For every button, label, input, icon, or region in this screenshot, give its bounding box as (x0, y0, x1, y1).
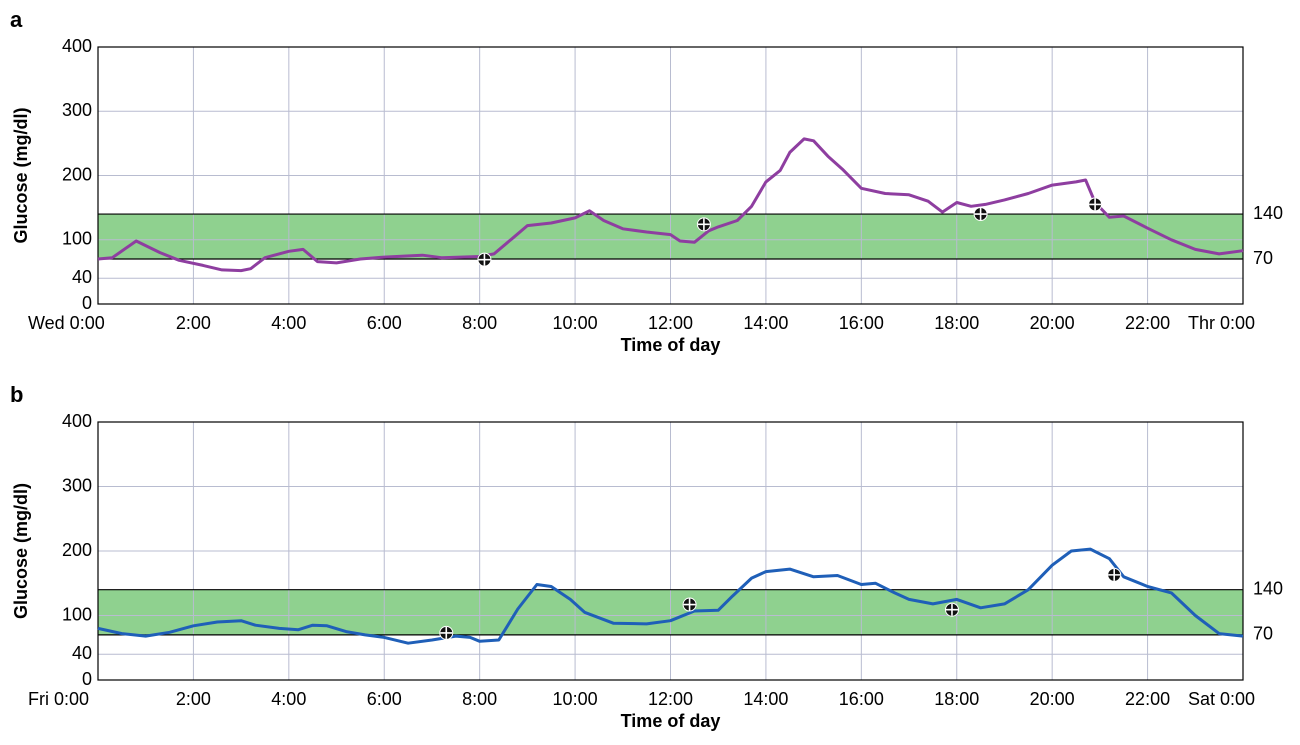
band-label: 70 (1253, 248, 1273, 268)
event-marker (1107, 567, 1122, 582)
x-tick-label: Thr 0:00 (1188, 313, 1255, 333)
marker-cross (974, 208, 987, 221)
marker-cross (945, 603, 958, 616)
x-tick-label: 10:00 (553, 689, 598, 709)
x-tick-label: 8:00 (462, 313, 497, 333)
x-tick-label: 18:00 (934, 313, 979, 333)
marker-cross (478, 253, 491, 266)
x-tick-label: 12:00 (648, 689, 693, 709)
y-tick-label: 100 (62, 229, 92, 249)
band-label: 70 (1253, 624, 1273, 644)
marker-cross (1089, 198, 1102, 211)
plot-frame (97, 46, 1244, 305)
x-tick-label: 10:00 (553, 313, 598, 333)
event-marker (944, 602, 959, 617)
panel-label: a (10, 7, 23, 32)
event-marker (682, 597, 697, 612)
y-tick-label: 300 (62, 100, 92, 120)
marker-cross (683, 598, 696, 611)
event-marker (1088, 197, 1103, 212)
x-tick-label: 20:00 (1030, 313, 1075, 333)
x-tick-label: 12:00 (648, 313, 693, 333)
x-tick-label: 16:00 (839, 689, 884, 709)
y-tick-label: 0 (82, 293, 92, 313)
band-label: 140 (1253, 203, 1283, 223)
y-tick-label: 300 (62, 475, 92, 495)
x-tick-label: Sat 0:00 (1188, 689, 1255, 709)
x-axis-label: Time of day (621, 711, 721, 731)
x-tick-label: 2:00 (176, 313, 211, 333)
glucose-line (97, 137, 1244, 273)
band-label: 140 (1253, 578, 1283, 598)
x-tick-label: 22:00 (1125, 313, 1170, 333)
glucose-line (97, 547, 1244, 645)
y-tick-label: 40 (72, 643, 92, 663)
x-tick-label: 20:00 (1030, 689, 1075, 709)
x-tick-label: 2:00 (176, 689, 211, 709)
marker-cross (1108, 568, 1121, 581)
x-tick-label: 4:00 (271, 313, 306, 333)
x-tick-label: 6:00 (367, 313, 402, 333)
y-tick-label: 400 (62, 36, 92, 56)
y-axis-label: Glucose (mg/dl) (11, 483, 31, 619)
marker-cross (440, 626, 453, 639)
x-tick-label: 16:00 (839, 313, 884, 333)
event-marker (477, 252, 492, 267)
event-marker (973, 207, 988, 222)
x-axis-label: Time of day (621, 335, 721, 355)
y-tick-label: 200 (62, 540, 92, 560)
y-tick-label: 40 (72, 267, 92, 287)
x-tick-label: 6:00 (367, 689, 402, 709)
panel-label: b (10, 382, 23, 407)
y-tick-label: 100 (62, 604, 92, 624)
plot-frame (97, 421, 1244, 681)
event-marker (439, 625, 454, 640)
x-tick-label: 18:00 (934, 689, 979, 709)
x-tick-label: 4:00 (271, 689, 306, 709)
x-tick-label: 22:00 (1125, 689, 1170, 709)
x-tick-label: 8:00 (462, 689, 497, 709)
x-tick-label: 14:00 (743, 689, 788, 709)
marker-cross (697, 218, 710, 231)
y-tick-label: 200 (62, 164, 92, 184)
x-tick-label: Wed 0:00 (28, 313, 105, 333)
y-tick-label: 0 (82, 669, 92, 689)
y-axis-label: Glucose (mg/dl) (11, 107, 31, 243)
event-marker (696, 217, 711, 232)
x-tick-label: Fri 0:00 (28, 689, 89, 709)
y-tick-label: 400 (62, 411, 92, 431)
x-tick-label: 14:00 (743, 313, 788, 333)
